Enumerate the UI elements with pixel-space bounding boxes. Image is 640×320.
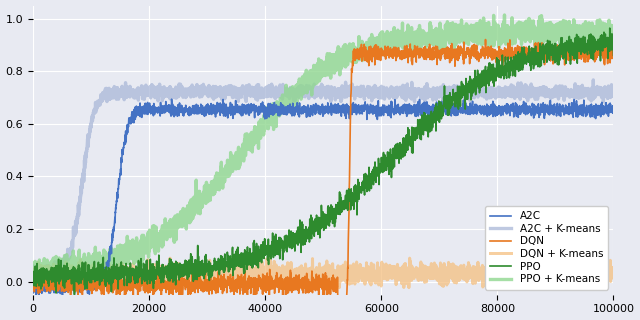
DQN	[29, 288, 37, 292]
Line: A2C + K-means: A2C + K-means	[33, 80, 614, 279]
DQN	[536, 47, 544, 51]
DQN + K-means	[252, 268, 259, 272]
DQN + K-means	[529, 288, 536, 292]
DQN	[277, 286, 285, 290]
PPO + K-means	[500, 13, 508, 17]
DQN	[610, 55, 618, 59]
A2C	[59, 294, 67, 298]
PPO + K-means	[29, 269, 37, 273]
A2C	[536, 108, 544, 112]
A2C + K-means	[44, 277, 51, 281]
PPO + K-means	[61, 287, 68, 291]
Legend: A2C, A2C + K-means, DQN, DQN + K-means, PPO, PPO + K-means: A2C, A2C + K-means, DQN, DQN + K-means, …	[485, 206, 608, 290]
DQN + K-means	[610, 273, 618, 276]
A2C	[168, 97, 175, 101]
A2C + K-means	[536, 89, 543, 93]
A2C + K-means	[610, 91, 618, 95]
PPO + K-means	[130, 254, 138, 258]
PPO + K-means	[536, 15, 544, 19]
DQN	[130, 284, 138, 288]
Line: DQN: DQN	[33, 40, 614, 320]
DQN	[95, 283, 103, 287]
DQN	[252, 279, 259, 283]
A2C	[610, 111, 618, 115]
A2C	[29, 291, 37, 295]
DQN + K-means	[130, 272, 138, 276]
A2C	[130, 121, 138, 125]
DQN + K-means	[95, 275, 103, 279]
PPO + K-means	[610, 24, 618, 28]
A2C + K-means	[277, 91, 285, 95]
Line: PPO: PPO	[33, 28, 614, 295]
DQN	[482, 38, 490, 42]
PPO	[606, 26, 614, 30]
A2C + K-means	[252, 97, 260, 101]
PPO	[252, 259, 260, 263]
A2C + K-means	[589, 78, 597, 82]
A2C + K-means	[95, 101, 103, 105]
PPO	[610, 53, 618, 57]
DQN	[598, 48, 606, 52]
PPO	[598, 38, 606, 42]
PPO	[130, 267, 138, 271]
A2C + K-means	[130, 89, 138, 92]
A2C	[598, 108, 606, 111]
PPO	[277, 238, 285, 242]
A2C	[95, 277, 103, 281]
PPO	[29, 272, 37, 276]
DQN + K-means	[536, 269, 544, 273]
Line: PPO + K-means: PPO + K-means	[33, 15, 614, 289]
A2C	[277, 104, 285, 108]
PPO + K-means	[598, 33, 606, 37]
PPO + K-means	[277, 108, 285, 112]
PPO	[70, 293, 78, 297]
A2C + K-means	[29, 268, 37, 271]
PPO + K-means	[252, 127, 260, 131]
PPO + K-means	[95, 251, 103, 255]
PPO	[536, 65, 543, 69]
DQN + K-means	[598, 275, 606, 279]
PPO	[95, 265, 103, 269]
A2C	[252, 107, 260, 111]
A2C + K-means	[598, 88, 606, 92]
DQN + K-means	[277, 271, 285, 275]
DQN + K-means	[29, 266, 37, 270]
Line: DQN + K-means: DQN + K-means	[33, 258, 614, 290]
DQN + K-means	[266, 256, 274, 260]
Line: A2C: A2C	[33, 99, 614, 296]
